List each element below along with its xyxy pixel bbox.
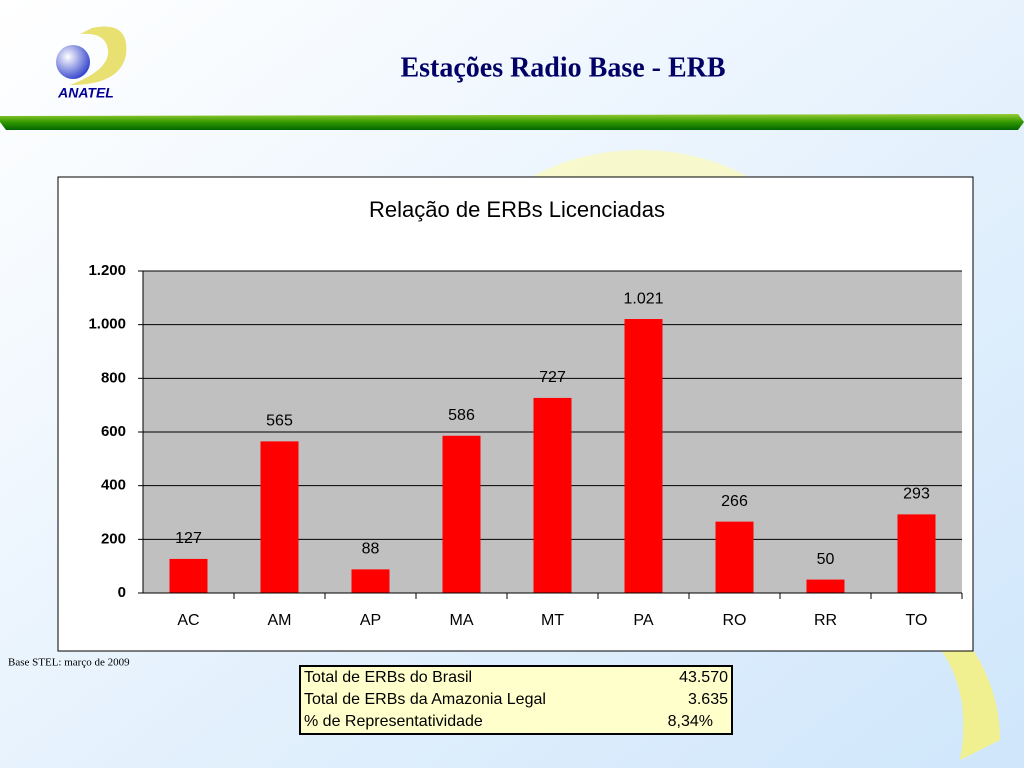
chart: 0 200 400 600 800 1.000 1.200 AC 127 AM 565 AP 88 MA 5… [88, 262, 963, 629]
value-label: 586 [448, 407, 475, 424]
summary-table: Total de ERBs do Brasil 43.570 Total de E… [299, 665, 733, 735]
bar [351, 569, 390, 593]
cell: Total de ERBs da Amazonia Legal [304, 691, 546, 708]
value-label: 88 [362, 541, 380, 558]
y-tick-label: 0 [118, 584, 126, 601]
bar [533, 397, 572, 593]
x-tick-label: AP [360, 612, 381, 629]
value-label: 1.021 [623, 290, 663, 307]
logo-arc [70, 26, 127, 85]
table-row: % de Representatividade 8,34% [300, 711, 732, 734]
x-tick-label: AC [177, 612, 199, 629]
slide-title: Estações Radio Base - ERB [400, 52, 725, 83]
y-tick-label: 600 [101, 423, 126, 440]
table-row: Total de ERBs do Brasil 43.570 [300, 666, 732, 689]
value-label: 50 [817, 551, 835, 568]
cell: % de Representatividade [304, 713, 483, 730]
cell: Total de ERBs do Brasil [304, 669, 473, 686]
bar [897, 514, 936, 593]
x-tick-label: RR [814, 612, 837, 629]
bar [806, 579, 845, 593]
x-tick-label: PA [633, 612, 653, 629]
value-label: 565 [266, 413, 293, 430]
bar [169, 558, 208, 593]
y-tick-label: 1.200 [88, 262, 126, 279]
y-tick-label: 400 [101, 477, 126, 494]
x-tick-label: AM [268, 612, 292, 629]
cell: 8,34% [667, 713, 713, 730]
bar [442, 435, 481, 593]
value-label: 266 [721, 493, 748, 510]
y-tick-label: 800 [101, 369, 126, 386]
logo-ball [56, 45, 90, 79]
bar [260, 441, 299, 593]
y-tick-label: 1.000 [88, 316, 126, 333]
x-tick-label: RO [723, 612, 747, 629]
cell: 3.635 [687, 691, 728, 708]
x-tick-label: MT [541, 612, 564, 629]
source-note: Base STEL: março de 2009 [8, 657, 130, 669]
logo-text: ANATEL [57, 85, 114, 101]
x-tick-label: MA [450, 612, 474, 629]
table-row: Total de ERBs da Amazonia Legal 3.635 [300, 689, 732, 711]
value-label: 727 [539, 369, 566, 386]
bar [624, 319, 663, 593]
bar [715, 521, 754, 593]
header-bar [0, 114, 1024, 130]
cell: 43.570 [679, 669, 728, 686]
x-tick-label: TO [906, 612, 928, 629]
chart-title: Relação de ERBs Licenciadas [369, 197, 665, 222]
value-label: 293 [903, 486, 930, 503]
value-label: 127 [175, 530, 202, 547]
y-tick-label: 200 [101, 530, 126, 547]
